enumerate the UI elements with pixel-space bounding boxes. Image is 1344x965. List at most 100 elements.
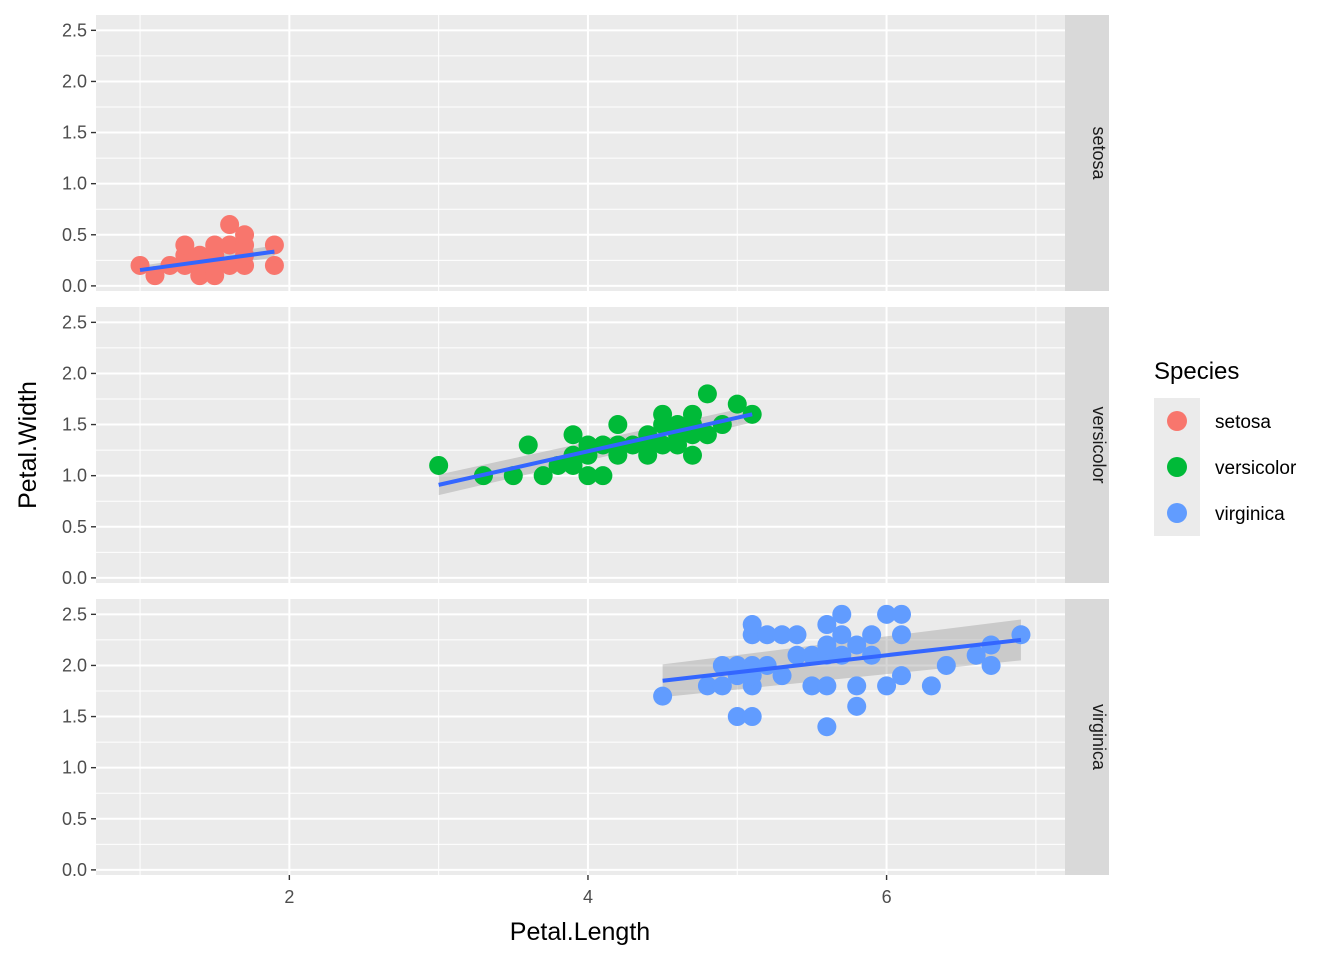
data-point xyxy=(264,255,284,275)
data-point xyxy=(712,676,732,696)
data-point xyxy=(832,625,852,645)
y-tick-label: 0.5 xyxy=(62,517,87,537)
facet-strip-label: versicolor xyxy=(1089,406,1109,483)
data-point xyxy=(518,435,538,455)
data-point xyxy=(772,666,792,686)
x-tick-label: 6 xyxy=(882,887,892,907)
data-point xyxy=(787,645,807,665)
data-point xyxy=(653,404,673,424)
x-tick-label: 4 xyxy=(583,887,593,907)
data-point xyxy=(847,696,867,716)
facet-panel-setosa: 0.0 0.5 1.0 1.5 2.0 2.5 setosa xyxy=(62,15,1109,296)
y-tick-label: 0.5 xyxy=(62,225,87,245)
data-point xyxy=(220,215,240,235)
panel-background xyxy=(96,15,1065,291)
facet-strip xyxy=(1065,599,1109,875)
data-point xyxy=(892,625,912,645)
data-point xyxy=(936,655,956,675)
data-point xyxy=(981,655,1001,675)
legend-key-swatch xyxy=(1167,503,1187,523)
data-point xyxy=(145,266,165,286)
data-point xyxy=(847,635,867,655)
y-tick-label: 1.5 xyxy=(62,123,87,143)
data-point xyxy=(742,615,762,635)
y-tick-label: 2.5 xyxy=(62,604,87,624)
data-point xyxy=(832,604,852,624)
data-point xyxy=(727,707,747,727)
data-point xyxy=(921,676,941,696)
y-tick-label: 0.0 xyxy=(62,568,87,588)
trend-line xyxy=(438,412,753,487)
legend-entry-label: virginica xyxy=(1215,504,1285,525)
data-point xyxy=(563,425,583,445)
data-point xyxy=(892,666,912,686)
legend-title: Species xyxy=(1154,358,1239,385)
facet-panel-virginica: 0.0 0.5 1.0 1.5 2.0 2.5 virginica xyxy=(62,599,1109,880)
legend-entry-virginica: virginica xyxy=(1154,490,1285,536)
data-point xyxy=(802,676,822,696)
data-point xyxy=(892,604,912,624)
data-point xyxy=(817,717,837,737)
data-point xyxy=(682,445,702,465)
y-tick-label: 1.0 xyxy=(62,758,87,778)
y-tick-label: 0.5 xyxy=(62,809,87,829)
x-axis-title: Petal.Length xyxy=(510,918,650,946)
data-point xyxy=(817,676,837,696)
data-point xyxy=(847,676,867,696)
legend-entry-label: versicolor xyxy=(1215,458,1297,479)
x-tick-label: 2 xyxy=(284,887,294,907)
data-point xyxy=(220,255,240,275)
legend: Species setosa versicolor virginica xyxy=(1154,358,1297,536)
facet-strip-label: virginica xyxy=(1089,704,1109,771)
x-axis: 2 4 6 xyxy=(284,875,892,907)
data-point xyxy=(727,394,747,414)
facet-panel-versicolor: 0.0 0.5 1.0 1.5 2.0 2.5 versicolor xyxy=(62,307,1109,588)
data-point xyxy=(682,404,702,424)
legend-key-swatch xyxy=(1167,411,1187,431)
legend-entry-label: setosa xyxy=(1215,412,1271,433)
data-point xyxy=(817,635,837,655)
data-point xyxy=(220,235,240,255)
data-point xyxy=(877,676,897,696)
data-point xyxy=(712,655,732,675)
legend-entry-setosa: setosa xyxy=(1154,398,1271,444)
legend-entry-versicolor: versicolor xyxy=(1154,444,1297,490)
data-point xyxy=(235,225,255,245)
data-point xyxy=(175,235,195,255)
data-point xyxy=(757,625,777,645)
y-tick-label: 1.5 xyxy=(62,707,87,727)
facet-strip xyxy=(1065,307,1109,583)
data-point xyxy=(205,235,225,255)
legend-key-swatch xyxy=(1167,457,1187,477)
y-tick-label: 2.5 xyxy=(62,312,87,332)
y-tick-label: 2.5 xyxy=(62,20,87,40)
data-point xyxy=(787,625,807,645)
data-point xyxy=(697,425,717,445)
data-point xyxy=(593,466,613,486)
data-point xyxy=(817,615,837,635)
data-point xyxy=(742,707,762,727)
facet-strip xyxy=(1065,15,1109,291)
data-point xyxy=(772,625,792,645)
y-axis-title: Petal.Width xyxy=(14,381,42,509)
trend-line xyxy=(662,637,1022,683)
data-point xyxy=(697,676,717,696)
data-point xyxy=(578,466,598,486)
y-tick-label: 2.0 xyxy=(62,363,87,383)
data-point xyxy=(264,235,284,255)
y-tick-label: 1.0 xyxy=(62,174,87,194)
data-point xyxy=(533,466,553,486)
data-point xyxy=(877,604,897,624)
data-point xyxy=(429,455,449,475)
data-point xyxy=(802,645,822,665)
data-point xyxy=(653,686,673,706)
panel-background xyxy=(96,599,1065,875)
y-tick-label: 2.0 xyxy=(62,71,87,91)
facet-strip-label: setosa xyxy=(1089,126,1109,180)
data-point xyxy=(608,415,628,435)
y-tick-label: 0.0 xyxy=(62,276,87,296)
y-tick-label: 1.0 xyxy=(62,466,87,486)
trend-line xyxy=(139,249,275,273)
